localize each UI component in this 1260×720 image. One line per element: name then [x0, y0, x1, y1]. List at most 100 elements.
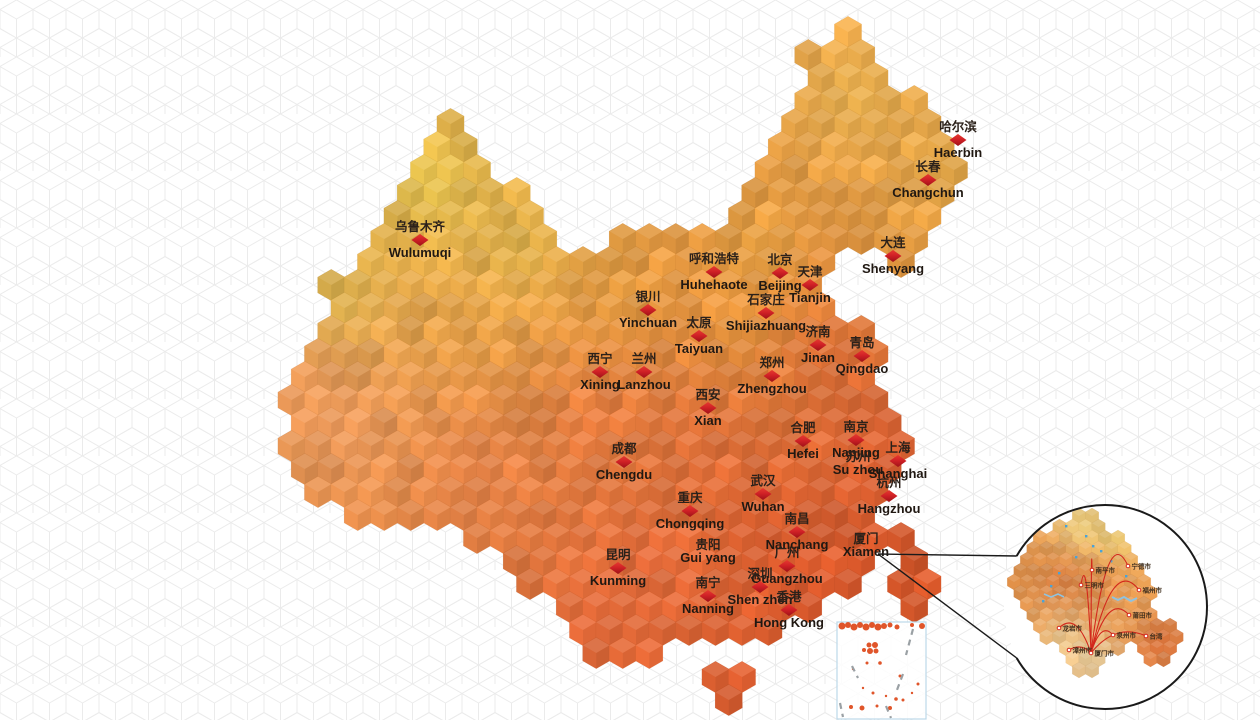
city-marker-diamond	[853, 350, 871, 362]
city-wuhan[interactable]: 武汉 Wuhan	[741, 473, 784, 514]
city-marker-diamond	[778, 560, 796, 572]
city-label-en: Chengdu	[596, 467, 652, 482]
city-lanzhou[interactable]: 兰州 Lanzhou	[617, 351, 670, 392]
city-label-zh: 太原	[686, 315, 712, 330]
city-marker-diamond	[699, 402, 717, 414]
city-marker-diamond	[635, 366, 653, 378]
svg-text:三明市: 三明市	[1085, 581, 1105, 590]
city-marker-diamond	[780, 604, 798, 616]
city-label-en: Xian	[694, 413, 722, 428]
city-marker-diamond	[705, 266, 723, 278]
route-line	[1090, 554, 1129, 654]
city-marker-diamond	[771, 267, 789, 279]
city-nanjing[interactable]: 南京 Nanjing	[832, 419, 880, 460]
city-label-zh: 兰州	[631, 351, 656, 366]
city-shenyang[interactable]: 大连 Shenyang	[862, 235, 924, 276]
city-taiyuan[interactable]: 太原 Taiyuan	[675, 315, 723, 356]
city-marker-diamond	[754, 488, 772, 500]
city-label-en: Yinchuan	[619, 315, 677, 330]
city-shen-zhen[interactable]: 深圳 Shen zhen	[727, 566, 792, 607]
svg-text:台湾: 台湾	[1150, 632, 1164, 641]
inset-city-label: 莆田市	[1126, 611, 1153, 620]
city-label-zh: 呼和浩特	[689, 251, 740, 266]
svg-text:莆田市: 莆田市	[1133, 611, 1153, 620]
svg-text:泉州市: 泉州市	[1117, 631, 1137, 640]
city-chengdu[interactable]: 成都 Chengdu	[596, 441, 652, 482]
city-qingdao[interactable]: 青岛 Qingdao	[836, 335, 889, 376]
inset-city-label: 三明市	[1078, 581, 1105, 590]
city-guangzhou[interactable]: 广州 Guangzhou	[751, 545, 823, 586]
city-marker-diamond	[919, 174, 937, 186]
city-kunming[interactable]: 昆明 Kunming	[590, 547, 646, 588]
city-label-en: Taiyuan	[675, 341, 723, 356]
city-label-en: Xiamen	[843, 544, 889, 559]
city-yinchuan[interactable]: 银川 Yinchuan	[619, 289, 677, 330]
city-wulumuqi[interactable]: 乌鲁木齐 Wulumuqi	[389, 219, 452, 260]
city-label-zh: 西宁	[587, 351, 612, 366]
city-haerbin[interactable]: 哈尔滨 Haerbin	[934, 119, 982, 160]
city-marker-diamond	[751, 581, 769, 593]
city-label-zh: 武汉	[750, 473, 776, 488]
city-tianjin[interactable]: 天津 Tianjin	[789, 264, 831, 305]
city-marker-diamond	[788, 526, 806, 538]
city-shanghai[interactable]: 上海 Shanghai	[869, 440, 928, 481]
city-shijiazhuang[interactable]: 石家庄 Shijiazhuang	[726, 292, 806, 333]
city-nanning[interactable]: 南宁 Nanning	[682, 575, 734, 616]
city-beijing[interactable]: 北京 Beijing	[758, 252, 801, 293]
city-hangzhou[interactable]: 杭州 Hangzhou	[858, 475, 921, 516]
city-label-zh: 贵阳	[695, 537, 720, 552]
city-label-zh: 成都	[611, 441, 637, 456]
city-xining[interactable]: 西宁 Xining	[580, 351, 620, 392]
city-label-en: Shanghai	[869, 466, 928, 481]
city-label-zh: 南京	[843, 419, 869, 434]
city-zhengzhou[interactable]: 郑州 Zhengzhou	[737, 355, 806, 396]
city-hong-kong[interactable]: 香港 Hong Kong	[754, 589, 824, 630]
city-label-zh: 银川	[635, 289, 660, 304]
city-label-zh: 杭州	[876, 475, 901, 490]
city-jinan[interactable]: 济南 Jinan	[801, 324, 835, 365]
city-marker-diamond	[889, 455, 907, 467]
city-marker-diamond	[809, 339, 827, 351]
city-huhehaote[interactable]: 呼和浩特 Huhehaote	[680, 251, 747, 292]
city-label-en: Nanchang	[766, 537, 829, 552]
route-line	[1090, 580, 1140, 654]
city-marker-diamond	[615, 456, 633, 468]
city-marker-diamond	[639, 304, 657, 316]
city-label-en: Xining	[580, 377, 620, 392]
city-xian[interactable]: 西安 Xian	[694, 387, 722, 428]
city-label-en: Lanzhou	[617, 377, 670, 392]
city-chongqing[interactable]: 重庆 Chongqing	[656, 490, 725, 531]
city-label-en: Nanning	[682, 601, 734, 616]
city-label-en: Huhehaote	[680, 277, 747, 292]
city-marker-diamond	[757, 307, 775, 319]
city-label-zh: 西安	[695, 387, 720, 402]
city-label-zh: 广州	[774, 545, 799, 560]
city-label-en: Hefei	[787, 446, 819, 461]
city-label-zh: 南昌	[784, 511, 809, 526]
city-nanchang[interactable]: 南昌 Nanchang	[766, 511, 829, 552]
city-label-en: Hong Kong	[754, 615, 824, 630]
city-label-zh: 南宁	[695, 575, 720, 590]
callout-line-top	[877, 553, 1017, 557]
city-label-en: Zhengzhou	[737, 381, 806, 396]
city-changchun[interactable]: 长春 Changchun	[892, 159, 964, 200]
city-hefei[interactable]: 合肥 Hefei	[787, 420, 819, 461]
city-label-en: Tianjin	[789, 290, 831, 305]
city-label-zh: 北京	[767, 252, 793, 267]
city-label-en: Hangzhou	[858, 501, 921, 516]
city-marker-diamond	[763, 370, 781, 382]
city-label-zh: 深圳	[747, 566, 772, 581]
city-label-zh: 重庆	[677, 490, 703, 505]
city-label-en: Wulumuqi	[389, 245, 452, 260]
magnifier-circle	[1015, 504, 1209, 710]
city-label-zh: 天津	[797, 264, 823, 279]
callout-line-bottom	[877, 553, 1018, 659]
city-label-en: Qingdao	[836, 361, 889, 376]
city-label-en: Jinan	[801, 350, 835, 365]
